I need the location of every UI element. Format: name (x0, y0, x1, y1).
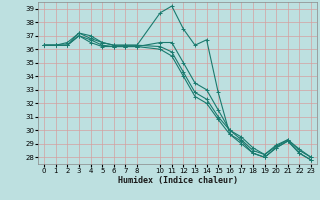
X-axis label: Humidex (Indice chaleur): Humidex (Indice chaleur) (118, 176, 238, 185)
